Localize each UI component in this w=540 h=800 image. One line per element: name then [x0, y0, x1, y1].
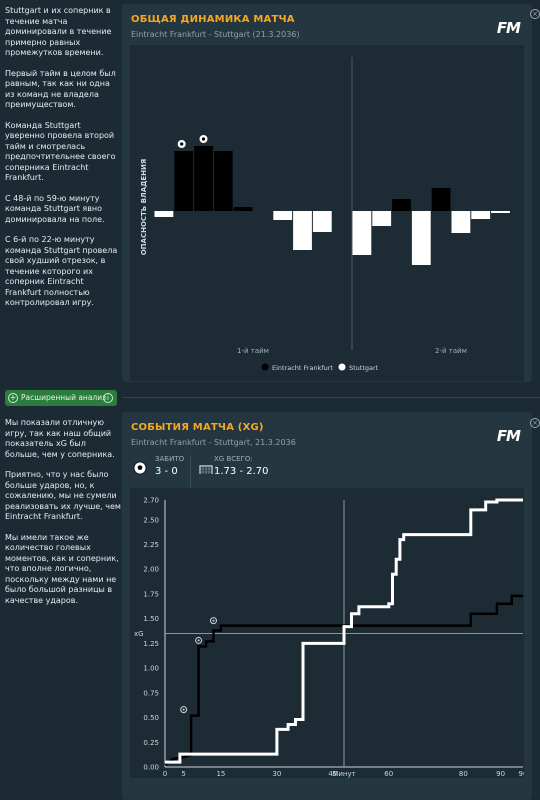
- y-tick-label: 0.25: [143, 739, 159, 747]
- fm-logo: FM: [496, 19, 521, 37]
- bar-away: [491, 211, 510, 213]
- dynamics-chart-area: ОПАСНОСТЬ ВЛАДЕНИЯ 1-й тайм 2-й тайм Eintra…: [130, 45, 540, 381]
- plus-icon: +: [8, 393, 18, 403]
- ball-icon: [133, 461, 147, 475]
- bar-home: [213, 151, 233, 211]
- bar-away: [352, 211, 372, 255]
- bar-away: [411, 211, 431, 265]
- goals-label: ЗАБИТО: [155, 455, 185, 463]
- y-axis-label: ОПАСНОСТЬ ВЛАДЕНИЯ: [140, 159, 148, 256]
- xg-total-label: XG ВСЕГО:: [214, 455, 253, 463]
- y-tick-label: 0.50: [143, 714, 159, 722]
- bar-home: [233, 207, 253, 211]
- info-icon[interactable]: i: [103, 393, 113, 403]
- x-tick-label: 96: [519, 770, 524, 778]
- bar-away: [312, 211, 332, 232]
- advanced-analysis-label: Расширенный анализ: [21, 393, 107, 402]
- panel-title: СОБЫТИЯ МАТЧА (XG): [131, 422, 264, 433]
- legend-away-label: Stuttgart: [349, 364, 379, 372]
- y-tick-label: 2.25: [143, 541, 159, 549]
- goal-net-icon: [199, 465, 213, 474]
- bar-away: [451, 211, 471, 233]
- x-axis-label: Минут: [332, 770, 355, 778]
- bar-away: [372, 211, 392, 226]
- goal-marker-dot: [212, 619, 215, 622]
- bar-away: [273, 211, 293, 220]
- close-icon[interactable]: ×: [530, 9, 540, 19]
- x-tick-label: 30: [272, 770, 281, 778]
- y-tick-label: 2.70: [143, 497, 159, 505]
- divider: [122, 397, 540, 398]
- y-tick-label: 2.50: [143, 516, 159, 524]
- bar-away: [293, 211, 312, 250]
- goal-marker-dot: [180, 142, 184, 146]
- bar-home: [431, 188, 451, 211]
- analysis-text-dynamics: Stuttgart и их соперник в течение матча …: [5, 6, 121, 319]
- analysis-paragraph: Мы имели такое же количество голевых мом…: [5, 532, 119, 605]
- advanced-analysis-button[interactable]: + Расширенный анализ i: [5, 390, 117, 406]
- bar-away: [154, 211, 174, 217]
- analysis-text-xg: Мы показали отличную игру, так как наш о…: [5, 418, 121, 616]
- close-icon[interactable]: ×: [530, 418, 540, 428]
- bar-away: [471, 211, 491, 219]
- y-tick-label: 1.00: [143, 665, 159, 673]
- x-tick-label: 45: [328, 770, 337, 778]
- analysis-paragraph: Приятно, что у нас было больше ударов, н…: [5, 470, 121, 521]
- panel-subtitle: Eintracht Frankfurt - Stuttgart, 21.3.20…: [131, 438, 296, 447]
- dynamics-chart: ОПАСНОСТЬ ВЛАДЕНИЯ 1-й тайм 2-й тайм Eintra…: [140, 57, 540, 372]
- x-tick-label: 60: [384, 770, 393, 778]
- y-tick-label: 1.25: [143, 640, 159, 648]
- legend-away-swatch: [338, 363, 346, 371]
- x-tick-label: 80: [459, 770, 468, 778]
- analysis-paragraph: С 48-й по 59-ю минуту команда Stuttgart …: [5, 193, 105, 224]
- panel-subtitle: Eintracht Frankfurt - Stuttgart (21.3.20…: [131, 30, 300, 39]
- legend-home-label: Eintracht Frankfurt: [272, 364, 333, 372]
- goals-value: 3 - 0: [155, 466, 178, 477]
- analysis-paragraph: Первый тайм в целом был равным, так как …: [5, 68, 116, 110]
- xg-chart-area: 0.00 0.25 0.50 0.75 1.00 1.25 1.50 1.75 2.00 2.25…: [130, 488, 528, 779]
- y-tick-label: 0.75: [143, 689, 159, 697]
- fm-logo: FM: [496, 427, 521, 445]
- analysis-paragraph: С 6-й по 22-ю минуту команда Stuttgart п…: [5, 235, 118, 307]
- bar-home: [174, 151, 194, 211]
- xg-total-value: 1.73 - 2.70: [214, 466, 269, 477]
- x-tick-label: 0: [163, 770, 167, 778]
- goal-marker-dot: [197, 639, 200, 642]
- stat-separator: [190, 455, 191, 487]
- x-tick-label: 90: [496, 770, 505, 778]
- y-tick-label: 1.75: [143, 590, 159, 598]
- y-tick-label: 1.50: [143, 615, 159, 623]
- x-tick-label: 5: [181, 770, 185, 778]
- analysis-paragraph: Stuttgart и их соперник в течение матча …: [5, 6, 112, 57]
- xg-chart: 0.00 0.25 0.50 0.75 1.00 1.25 1.50 1.75 2.00 2.25…: [134, 497, 528, 779]
- y-tick-label: 2.00: [143, 566, 159, 574]
- half-label-2: 2-й тайм: [435, 347, 467, 355]
- panel-title: ОБЩАЯ ДИНАМИКА МАТЧА: [131, 14, 295, 25]
- analysis-paragraph: Команда Stuttgart уверенно провела второ…: [5, 120, 116, 183]
- x-tick-label: 15: [216, 770, 225, 778]
- legend-home-swatch: [261, 363, 269, 371]
- goal-marker-dot: [182, 708, 185, 711]
- y-tick-label: 0.00: [143, 764, 159, 772]
- y-axis-label: xG: [134, 630, 144, 638]
- bar-home: [194, 146, 213, 211]
- xg-line-away: [165, 498, 523, 764]
- half-label-1: 1-й тайм: [237, 347, 269, 355]
- analysis-paragraph: Мы показали отличную игру, так как наш о…: [5, 418, 115, 459]
- goal-marker-dot: [201, 137, 206, 141]
- xg-line-home: [164, 594, 523, 766]
- bar-home: [392, 199, 411, 211]
